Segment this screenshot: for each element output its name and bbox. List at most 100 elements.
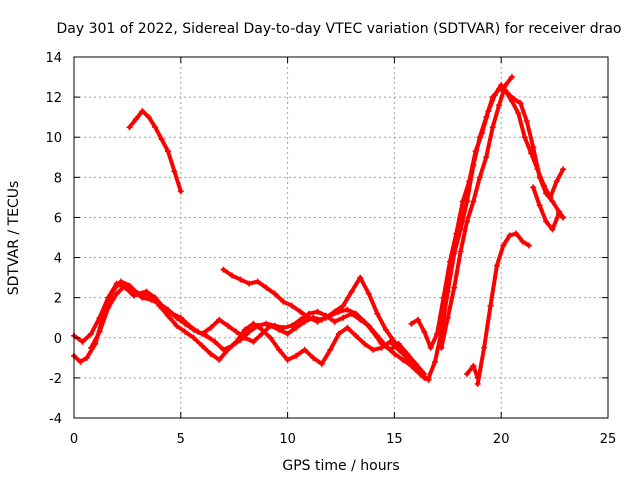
data-point-marker — [323, 314, 330, 321]
data-point-marker — [457, 248, 464, 255]
data-point-marker — [190, 326, 197, 333]
data-point-marker — [549, 198, 556, 205]
data-point-marker — [331, 318, 338, 325]
ticks-layer — [73, 56, 609, 419]
x-tick-label: 25 — [600, 432, 617, 447]
data-point-marker — [517, 100, 524, 107]
data-point-marker — [464, 198, 471, 205]
data-point-marker — [425, 374, 432, 381]
data-point-marker — [305, 314, 312, 321]
data-point-marker — [365, 290, 372, 297]
series-trace-i — [474, 230, 532, 387]
data-point-marker — [483, 114, 490, 121]
data-point-marker — [152, 124, 159, 131]
data-point-marker — [297, 316, 304, 323]
data-point-marker — [476, 174, 483, 181]
data-point-marker — [327, 346, 334, 353]
data-point-marker — [241, 334, 248, 341]
data-point-marker — [555, 210, 562, 217]
data-point-marker — [481, 344, 488, 351]
series-line — [426, 87, 566, 380]
data-point-marker — [399, 346, 406, 353]
series-line — [72, 281, 427, 380]
data-point-marker — [314, 318, 321, 325]
data-point-marker — [344, 306, 351, 313]
data-point-marker — [523, 118, 530, 125]
data-point-marker — [293, 352, 300, 359]
data-point-marker — [457, 226, 464, 233]
data-point-marker — [547, 194, 554, 201]
series-line — [409, 83, 566, 350]
y-tick-label: 4 — [54, 252, 62, 267]
data-point-marker — [246, 328, 253, 335]
data-point-marker — [444, 314, 451, 321]
data-point-marker — [500, 242, 507, 249]
data-point-marker — [496, 86, 503, 93]
data-point-marker — [414, 316, 421, 323]
series-line — [221, 267, 405, 352]
data-point-marker — [444, 288, 451, 295]
data-point-marker — [387, 346, 394, 353]
series-line — [465, 363, 480, 380]
data-point-marker — [540, 182, 547, 189]
data-point-marker — [502, 82, 509, 89]
data-point-marker — [370, 346, 377, 353]
data-point-marker — [156, 300, 163, 307]
data-point-marker — [352, 310, 359, 317]
data-point-marker — [506, 232, 513, 239]
data-point-marker — [560, 214, 567, 221]
series-trace-h — [438, 74, 515, 351]
data-point-marker — [451, 250, 458, 257]
data-point-marker — [250, 338, 257, 345]
data-point-marker — [489, 124, 496, 131]
x-tick-label: 20 — [493, 432, 510, 447]
data-point-marker — [340, 302, 347, 309]
data-point-marker — [96, 314, 103, 321]
data-point-marker — [171, 168, 178, 175]
series-line — [439, 75, 514, 350]
data-point-marker — [276, 346, 283, 353]
data-point-marker — [177, 188, 184, 195]
data-point-marker — [357, 274, 364, 281]
plot-frame — [73, 56, 609, 419]
data-point-marker — [513, 230, 520, 237]
data-point-marker — [250, 320, 257, 327]
data-point-marker — [404, 350, 411, 357]
x-tick-label: 10 — [279, 432, 296, 447]
data-point-marker — [487, 302, 494, 309]
series-trace-a — [71, 278, 432, 383]
data-point-marker — [216, 356, 223, 363]
data-point-marker — [105, 304, 112, 311]
data-point-marker — [560, 166, 567, 173]
data-point-marker — [220, 266, 227, 273]
data-point-marker — [96, 328, 103, 335]
data-point-marker — [421, 370, 428, 377]
y-tick-label: 12 — [45, 91, 62, 106]
data-point-marker — [534, 166, 541, 173]
data-point-marker — [352, 332, 359, 339]
data-point-marker — [216, 316, 223, 323]
data-point-marker — [530, 184, 537, 191]
data-point-marker — [203, 332, 210, 339]
data-point-marker — [293, 324, 300, 331]
data-point-marker — [528, 150, 535, 157]
series-layer — [71, 74, 567, 387]
data-point-marker — [246, 280, 253, 287]
data-point-marker — [199, 330, 206, 337]
data-point-marker — [284, 356, 291, 363]
x-tick-label: 0 — [70, 432, 78, 447]
data-point-marker — [470, 162, 477, 169]
data-point-marker — [470, 198, 477, 205]
data-point-marker — [474, 374, 481, 381]
data-point-marker — [549, 226, 556, 233]
data-point-marker — [361, 318, 368, 325]
series-line — [72, 279, 431, 382]
data-point-marker — [382, 326, 389, 333]
data-point-marker — [164, 312, 171, 319]
data-point-marker — [496, 102, 503, 109]
data-point-marker — [79, 338, 86, 345]
data-point-marker — [301, 318, 308, 325]
y-tick-label: 0 — [54, 332, 62, 347]
series-trace-g — [425, 86, 567, 381]
data-point-marker — [451, 284, 458, 291]
